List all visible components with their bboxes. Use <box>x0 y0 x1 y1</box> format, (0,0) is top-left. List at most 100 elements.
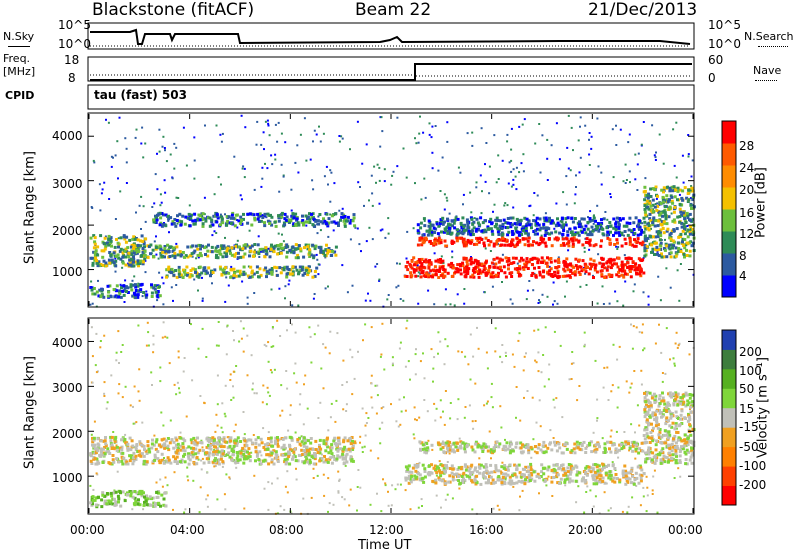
echo-cell <box>308 221 312 224</box>
echo-cell <box>115 457 119 461</box>
echo-cell <box>594 474 598 478</box>
echo-cell <box>328 457 332 461</box>
echo-cell <box>506 221 510 225</box>
scatter-cell <box>144 259 147 262</box>
echo-cell <box>302 461 306 465</box>
echo-cell <box>560 217 564 221</box>
echo-cell <box>338 455 342 459</box>
echo-cell <box>496 274 500 278</box>
scatter-cell <box>459 171 462 174</box>
echo-cell <box>555 474 559 478</box>
echo-cell <box>470 479 474 483</box>
echo-cell <box>234 460 238 464</box>
scatter-cell <box>123 301 126 303</box>
scatter-cell <box>485 402 488 405</box>
echo-cell <box>334 253 338 257</box>
echo-cell <box>187 212 191 216</box>
echo-cell <box>156 495 160 499</box>
echo-cell <box>513 267 517 271</box>
echo-cell <box>681 240 684 244</box>
echo-cell <box>177 268 181 272</box>
echo-cell <box>599 480 603 484</box>
echo-cell <box>92 444 96 448</box>
echo-cell <box>247 447 251 451</box>
echo-cell <box>435 238 439 242</box>
scatter-cell <box>380 353 383 356</box>
echo-cell <box>162 437 166 441</box>
scatter-cell <box>158 128 161 131</box>
scatter-cell <box>313 333 316 336</box>
echo-cell <box>450 231 454 235</box>
echo-cell <box>124 255 127 259</box>
echo-cell <box>304 243 308 247</box>
scatter-cell <box>614 290 617 293</box>
scatter-cell <box>533 450 536 453</box>
scatter-cell <box>609 435 612 438</box>
scatter-cell <box>224 415 227 418</box>
scatter-cell <box>588 153 591 156</box>
echo-cell <box>579 265 583 269</box>
echo-cell <box>567 263 571 267</box>
scatter-cell <box>199 486 202 489</box>
scatter-cell <box>316 232 319 235</box>
scatter-cell <box>114 218 117 220</box>
echo-cell <box>130 454 134 458</box>
scatter-cell <box>636 404 639 407</box>
echo-cell <box>428 228 432 232</box>
scatter-cell <box>299 393 302 396</box>
noise-panel-frame <box>87 22 695 50</box>
echo-cell <box>427 273 430 277</box>
echo-cell <box>327 217 331 221</box>
echo-cell <box>112 497 116 501</box>
echo-cell <box>228 455 232 459</box>
echo-cell <box>628 477 632 481</box>
scatter-cell <box>294 362 297 365</box>
echo-cell <box>620 269 624 273</box>
echo-cell <box>314 244 318 248</box>
scatter-cell <box>140 228 142 230</box>
echo-cell <box>191 267 195 271</box>
echo-cell <box>669 251 673 255</box>
echo-cell <box>614 473 618 476</box>
echo-cell <box>459 272 463 276</box>
scatter-cell <box>160 411 163 414</box>
echo-cell <box>296 438 300 442</box>
echo-cell <box>684 243 688 247</box>
scatter-cell <box>384 482 387 485</box>
scatter-cell <box>474 382 477 385</box>
scatter-cell <box>279 335 282 337</box>
echo-cell <box>600 269 604 273</box>
echo-cell <box>306 271 310 274</box>
echo-cell <box>484 273 488 277</box>
scatter-cell <box>645 510 648 513</box>
scatter-cell <box>437 331 440 334</box>
scatter-cell <box>658 133 661 136</box>
scatter-cell <box>220 183 222 186</box>
scatter-cell <box>268 134 271 137</box>
scatter-cell <box>569 169 572 172</box>
scatter-cell <box>588 132 591 134</box>
echo-cell <box>291 265 295 269</box>
scatter-cell <box>486 400 489 403</box>
echo-cell <box>438 222 442 225</box>
echo-cell <box>142 242 146 245</box>
scatter-cell <box>138 368 141 371</box>
scatter-cell <box>221 465 224 468</box>
echo-cell <box>157 459 161 462</box>
echo-cell <box>113 439 117 443</box>
scatter-cell <box>284 141 287 144</box>
scatter-cell <box>490 457 492 460</box>
scatter-cell <box>421 505 423 507</box>
scatter-cell <box>201 446 204 449</box>
echo-cell <box>646 236 650 240</box>
scatter-cell <box>114 270 117 273</box>
scatter-cell <box>140 142 143 145</box>
echo-cell <box>245 439 249 443</box>
echo-cell <box>437 238 441 242</box>
echo-cell <box>536 261 540 265</box>
scatter-cell <box>342 359 345 362</box>
scatter-cell <box>229 379 232 381</box>
scatter-cell <box>187 479 190 482</box>
scatter-cell <box>602 386 605 389</box>
echo-cell <box>676 189 680 193</box>
